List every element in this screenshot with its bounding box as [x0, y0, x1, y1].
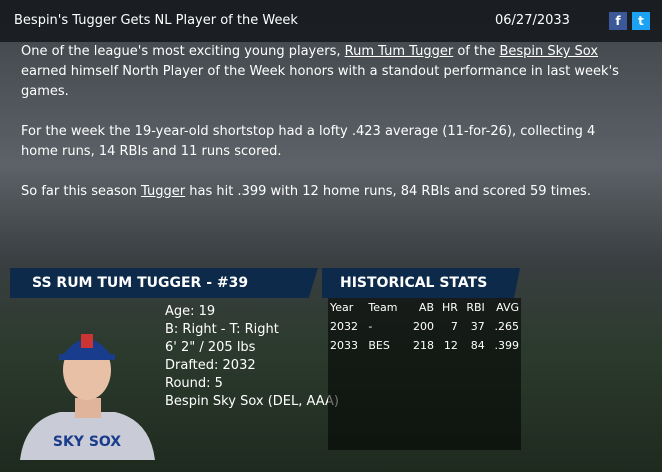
text: So far this season [21, 184, 142, 199]
detail-line: B: Right - T: Right [165, 322, 279, 337]
link[interactable]: Bespin Sky Sox [499, 44, 599, 59]
column-header: AB [418, 301, 434, 314]
cell: 218 [413, 339, 434, 352]
detail-line: Bespin Sky Sox (DEL, AAA) [165, 394, 339, 409]
paragraph: One of the league's most exciting young … [21, 42, 621, 102]
cell: BES [368, 339, 390, 352]
cell: - [368, 320, 373, 333]
twitter-button[interactable]: t [632, 12, 650, 30]
paragraph: So far this season Tugger has hit .399 w… [21, 182, 621, 202]
headline: Bespin's Tugger Gets NL Player of the We… [14, 13, 298, 28]
stats-banner: HISTORICAL STATS [322, 268, 520, 298]
column-header: RBI [466, 301, 485, 314]
column-header: Year [330, 301, 354, 314]
column-header: AVG [496, 301, 519, 314]
article: One of the league's most exciting young … [21, 42, 621, 222]
link[interactable]: Tugger [141, 184, 186, 199]
link[interactable]: Rum Tum Tugger [344, 44, 454, 59]
stats-row: 2032- 200 7 37 .265 [328, 317, 521, 336]
stats-row: 2033 BES 218 12 84 .399 [328, 336, 521, 355]
column-header: Team [368, 301, 398, 314]
text: For the week the 19-year-old shortstop h… [21, 124, 596, 159]
svg-text:SKY SOX: SKY SOX [53, 434, 121, 450]
paragraph: For the week the 19-year-old shortstop h… [21, 122, 621, 162]
detail-line: Age: 19 [165, 304, 216, 319]
player-banner: SS RUM TUM TUGGER - #39 [10, 268, 318, 298]
cell: 7 [450, 320, 458, 333]
detail-line: Round: 5 [165, 376, 223, 391]
cell: 200 [413, 320, 434, 333]
cell: .399 [494, 339, 520, 352]
column-header: HR [441, 301, 458, 314]
cell: 2033 [330, 339, 358, 352]
cell: 2032 [330, 320, 358, 333]
text: of the [453, 44, 500, 59]
stats-table: Year Team AB HR RBI AVG 2032- 200 7 37 .265 2033 BES… [328, 298, 521, 355]
cell: 37 [470, 320, 485, 333]
cell: 84 [470, 339, 485, 352]
text: earned himself North Player of the Week … [21, 64, 619, 99]
facebook-button[interactable]: f [609, 12, 627, 30]
cell: 12 [443, 339, 458, 352]
header-row: Year Team AB HR RBI AVG [328, 298, 521, 317]
stats-panel: Year Team AB HR RBI AVG 2032- 200 7 37 .265 2033 BES… [328, 298, 521, 450]
player-portrait: SKY SOX [20, 334, 155, 460]
date: 06/27/2033 [495, 13, 570, 28]
text: One of the league's most exciting young … [21, 44, 345, 59]
cell: .265 [494, 320, 520, 333]
detail-line: Drafted: 2032 [165, 358, 256, 373]
header-bar: Bespin's Tugger Gets NL Player of the We… [0, 0, 662, 42]
text: has hit .399 with 12 home runs, 84 RBIs … [185, 184, 591, 199]
player-details: Age: 19 B: Right - T: Right 6' 2" / 205 lb… [165, 303, 339, 411]
detail-line: 6' 2" / 205 lbs [165, 340, 256, 355]
